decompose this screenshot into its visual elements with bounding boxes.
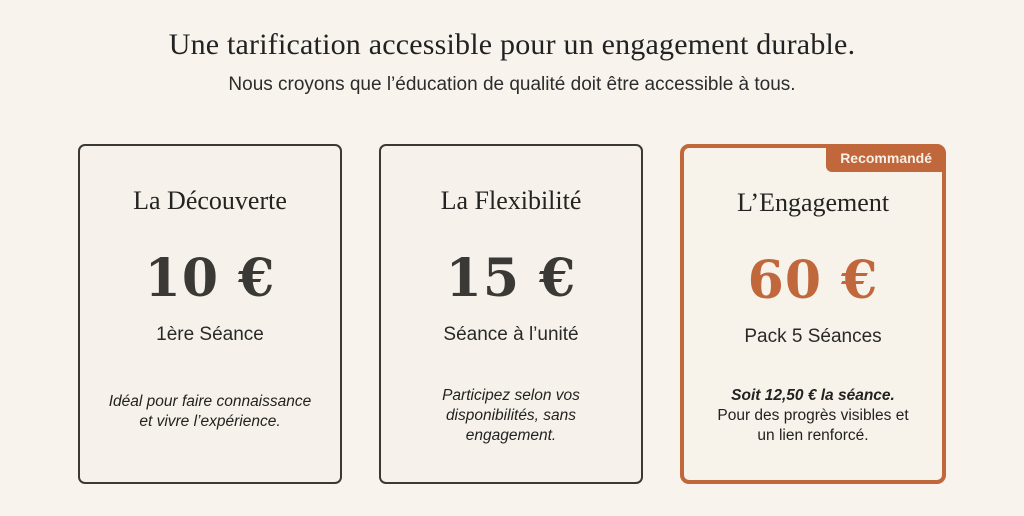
card-price: 10 € [144, 248, 276, 309]
card-title: La Découverte [133, 186, 287, 215]
card-unit: Pack 5 Séances [744, 326, 882, 347]
page-title: Une tarification accessible pour un enga… [168, 28, 856, 61]
description-line: Participez selon vos [442, 387, 580, 404]
description-line: disponibilités, sans [445, 407, 577, 424]
card-unit: Séance à l’unité [443, 324, 579, 345]
pricing-card-engagement[interactable]: Recommandé L’Engagement 60 € Pack 5 Séan… [680, 144, 946, 484]
card-title: La Flexibilité [440, 186, 582, 215]
description-line: Pour des progrès visibles et [717, 407, 909, 424]
page-subtitle: Nous croyons que l’éducation de qualité … [228, 74, 796, 95]
description-line: engagement. [465, 427, 557, 444]
description-line: et vivre l’expérience. [139, 413, 281, 430]
recommended-badge: Recommandé [826, 146, 944, 172]
price-per-session: Soit 12,50 € la séance. [731, 387, 895, 404]
pricing-card-decouverte[interactable]: La Découverte 10 € 1ère Séance Idéal pou… [78, 144, 342, 484]
description-line: un lien renforcé. [757, 427, 869, 444]
card-price: 15 € [445, 248, 577, 309]
card-description: Soit 12,50 € la séance. Pour des progrès… [698, 386, 928, 446]
card-unit: 1ère Séance [156, 324, 264, 345]
card-price: 60 € [747, 250, 879, 311]
pricing-card-flexibilite[interactable]: La Flexibilité 15 € Séance à l’unité Par… [379, 144, 643, 484]
card-description: Participez selon vos disponibilités, san… [395, 386, 627, 446]
card-title: L’Engagement [736, 188, 890, 217]
card-description: Idéal pour faire connaissance et vivre l… [94, 392, 326, 432]
description-line: Idéal pour faire connaissance [108, 393, 312, 410]
